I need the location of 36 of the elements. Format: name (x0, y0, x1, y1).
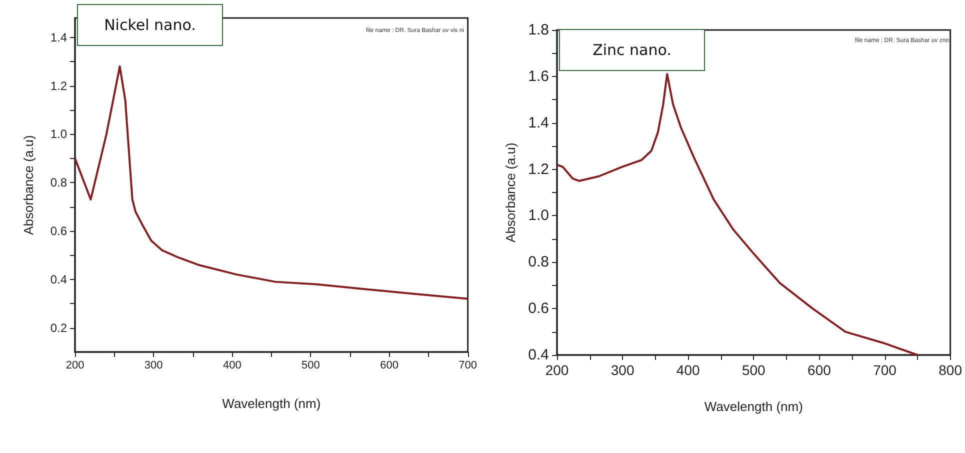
y-tick-label: 0.6 (50, 224, 68, 238)
x-tick-label: 200 (545, 362, 569, 378)
x-tick-label: 700 (458, 360, 478, 372)
y-tick-label: 0.8 (528, 254, 549, 271)
y-tick-label: 0.8 (50, 176, 68, 190)
y-axis-title: Absorbance (a.u) (503, 142, 518, 242)
y-tick-label: 1.4 (528, 114, 549, 132)
x-axis-title: Wavelength (nm) (222, 396, 321, 411)
y-tick-label: 0.4 (50, 272, 68, 286)
x-tick-label: 700 (873, 362, 897, 378)
label-box: Zinc nano. (559, 29, 705, 71)
label-box: Nickel nano. (77, 4, 223, 46)
x-tick-label: 600 (808, 362, 832, 378)
x-tick-label: 200 (66, 360, 84, 372)
x-axis-title: Wavelength (nm) (704, 399, 803, 414)
y-axis-title: Absorbance (a.u) (21, 135, 36, 235)
y-tick-label: 0.2 (50, 320, 68, 335)
x-tick-label: 800 (938, 362, 962, 378)
y-tick-label: 1.2 (528, 160, 549, 178)
x-tick-label: 400 (222, 360, 242, 372)
y-tick-label: 1.0 (50, 127, 68, 142)
x-tick-label: 500 (742, 362, 766, 378)
line-series (556, 73, 919, 356)
x-tick-label: 500 (302, 360, 320, 372)
y-tick-label: 0.4 (528, 346, 549, 364)
y-tick-label: 1.8 (528, 22, 549, 38)
y-tick-label: 1.2 (50, 78, 68, 93)
line-series (74, 65, 469, 300)
y-tick-label: 1.6 (528, 68, 549, 85)
y-tick-label: 1.4 (50, 30, 68, 44)
x-tick-label: 600 (380, 360, 398, 372)
y-tick-label: 1.0 (528, 207, 549, 224)
x-tick-label: 400 (676, 362, 700, 378)
x-tick-label: 300 (144, 360, 163, 372)
y-tick-label: 0.6 (528, 300, 549, 318)
x-tick-label: 300 (610, 362, 634, 378)
